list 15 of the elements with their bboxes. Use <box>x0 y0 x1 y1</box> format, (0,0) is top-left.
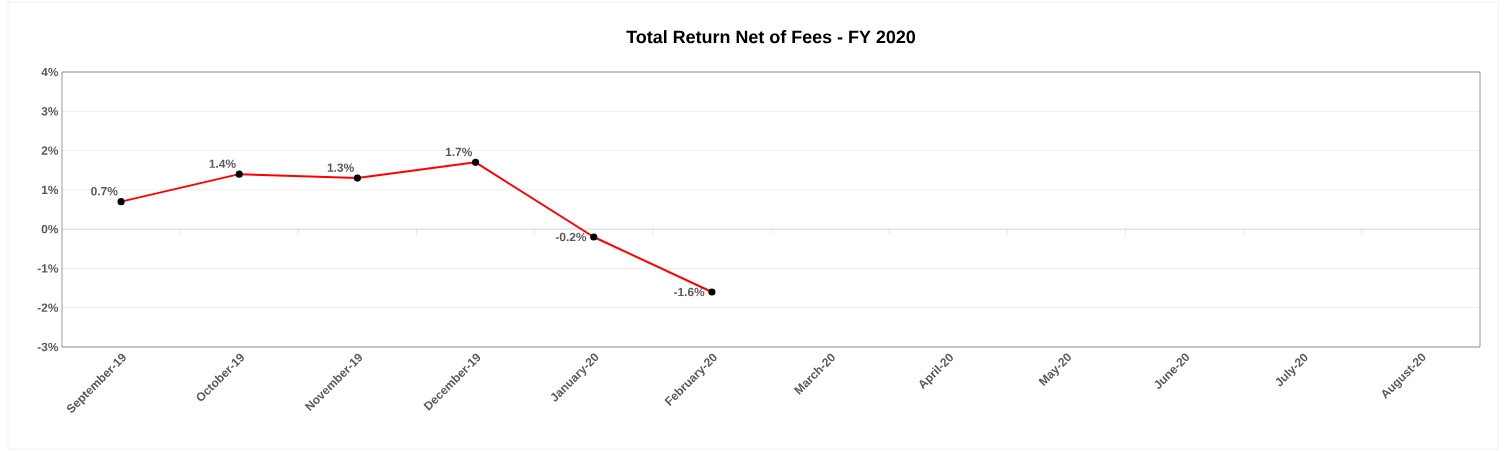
y-tick-label: 1% <box>41 185 59 195</box>
data-label: -0.2% <box>555 232 587 242</box>
data-label: 0.7% <box>91 186 118 196</box>
data-label: 1.4% <box>209 159 236 168</box>
y-tick-label: 4% <box>41 67 59 77</box>
y-tick-label: -3% <box>37 342 59 352</box>
y-tick-label: 2% <box>41 146 59 155</box>
y-tick-label: 3% <box>41 107 59 116</box>
y-tick-label: -2% <box>37 303 59 312</box>
data-label: 1.3% <box>327 163 354 172</box>
data-label: 1.7% <box>445 147 473 157</box>
y-tick-label: -1% <box>37 264 59 273</box>
chart-title: Total Return Net of Fees - FY 2020 <box>626 30 916 44</box>
data-label: -1.6% <box>673 287 705 297</box>
y-tick-label: 0% <box>41 224 59 234</box>
